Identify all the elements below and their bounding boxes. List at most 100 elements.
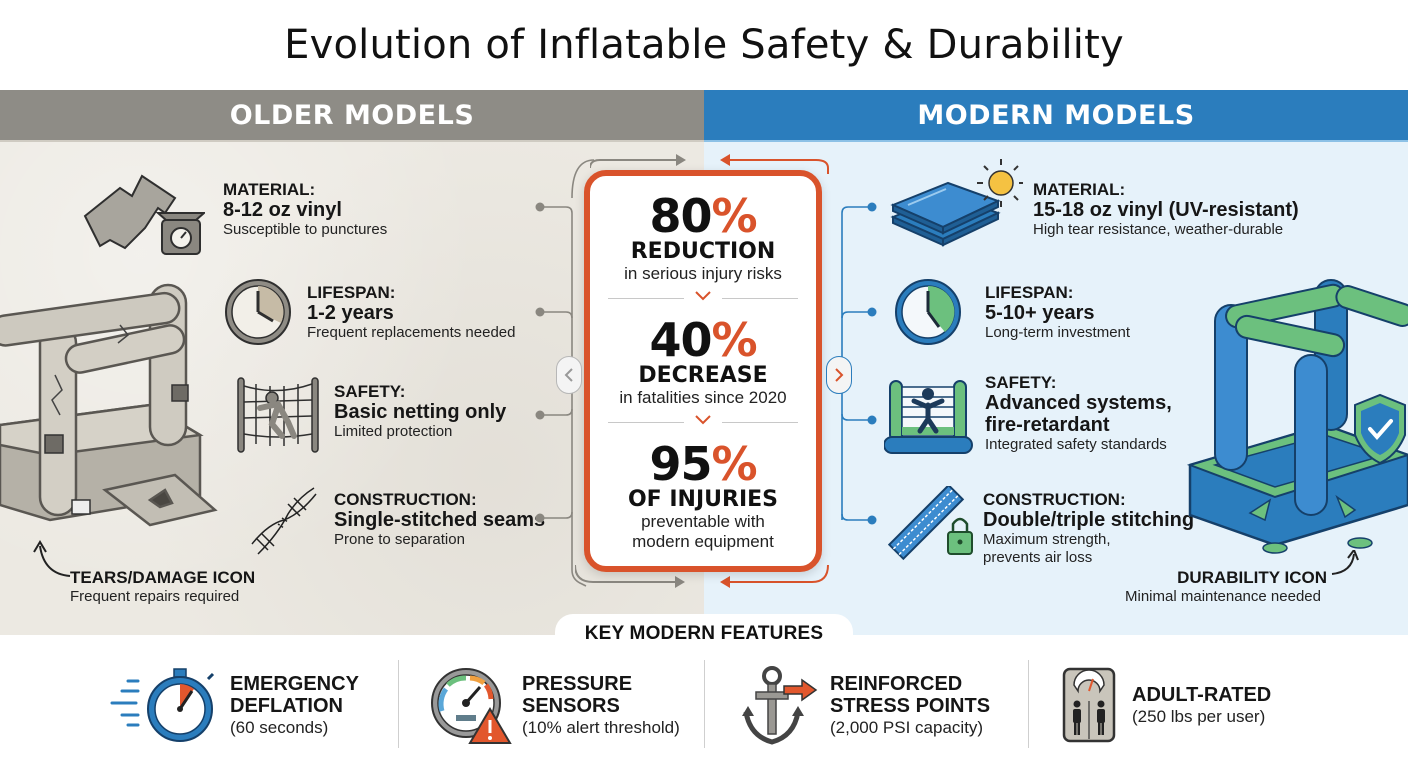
- stat-headline: DECREASE: [638, 363, 768, 388]
- feature-description: Integrated safety standards: [985, 436, 1167, 453]
- key-feature-adult-rated: ADULT-RATED (250 lbs per user): [1062, 660, 1271, 750]
- stat-subtext: in serious injury risks: [624, 264, 782, 283]
- feature-description: Maximum strength,: [983, 531, 1111, 548]
- stat-preventable-injuries: 95% OF INJURIES preventable with modern …: [590, 440, 816, 552]
- key-feature-detail: (10% alert threshold): [522, 717, 680, 737]
- arrow-left-bottom-icon: [720, 565, 829, 588]
- separator: [1028, 660, 1029, 748]
- key-feature-detail: (2,000 PSI capacity): [830, 717, 984, 737]
- statistics-card: 80% REDUCTION in serious injury risks 40…: [584, 170, 822, 572]
- feature-value: 15-18 oz vinyl (UV-resistant): [1033, 199, 1299, 221]
- chevron-right-icon: [835, 368, 844, 382]
- feature-description: Prone to separation: [334, 531, 465, 548]
- older-feature-lifespan: LIFESPAN: 1-2 years Frequent replacement…: [307, 283, 515, 342]
- feature-label: CONSTRUCTION:: [334, 490, 477, 509]
- tears-damage-callout: TEARS/DAMAGE ICON Frequent repairs requi…: [70, 568, 255, 606]
- arrow-right-top-icon: [590, 154, 686, 169]
- feature-value: Advanced systems,: [985, 392, 1172, 414]
- feature-value: 1-2 years: [307, 302, 394, 324]
- feature-label: LIFESPAN:: [985, 283, 1074, 302]
- reinforced-stitch-lock-icon: [888, 486, 973, 561]
- stat-headline: REDUCTION: [630, 239, 776, 264]
- older-feature-construction: CONSTRUCTION: Single-stitched seams Pron…: [334, 490, 545, 549]
- stat-divider: [608, 291, 798, 301]
- key-feature-title: STRESS POINTS: [830, 694, 991, 717]
- key-feature-detail: (250 lbs per user): [1132, 706, 1266, 726]
- stopwatch-icon: [110, 668, 215, 742]
- key-feature-title: EMERGENCY: [230, 672, 359, 695]
- feature-value: Basic netting only: [334, 401, 507, 423]
- feature-label: MATERIAL:: [1033, 180, 1126, 199]
- feature-value: 8-12 oz vinyl: [223, 199, 342, 221]
- chevron-right-button[interactable]: [826, 356, 852, 394]
- old-bounce-house-illustration: [0, 283, 218, 527]
- stat-subtext: in fatalities since 2020: [619, 388, 787, 407]
- stat-headline: OF INJURIES: [627, 487, 779, 512]
- durability-callout: DURABILITY ICON Minimal maintenance need…: [1115, 568, 1331, 606]
- feature-label: SAFETY:: [334, 382, 406, 401]
- arrow-left-top-icon: [720, 154, 829, 174]
- stat-number: 95: [649, 437, 712, 491]
- feature-description: High tear resistance, weather-durable: [1033, 221, 1284, 238]
- weight-scale-icon: [1062, 667, 1116, 743]
- callout-title: TEARS/DAMAGE ICON: [70, 568, 256, 587]
- key-feature-title: SENSORS: [522, 694, 620, 717]
- safety-enclosure-icon: [884, 380, 973, 454]
- page-title: Evolution of Inflatable Safety & Durabil…: [284, 22, 1124, 68]
- stat-unit: %: [711, 437, 757, 491]
- broken-stitch-icon: [251, 487, 317, 555]
- feature-label: LIFESPAN:: [307, 283, 396, 302]
- chevron-down-icon: [695, 291, 711, 301]
- key-feature-title: DEFLATION: [230, 694, 343, 717]
- stat-unit: %: [711, 313, 757, 367]
- pressure-gauge-warning-icon: [431, 668, 512, 744]
- older-feature-safety: SAFETY: Basic netting only Limited prote…: [334, 382, 506, 441]
- key-feature-detail: (60 seconds): [230, 717, 329, 737]
- arrow-right-bottom-icon: [575, 565, 685, 588]
- callout-title: DURABILITY ICON: [1177, 568, 1327, 587]
- feature-value: Double/triple stitching: [983, 509, 1195, 531]
- modern-feature-material: MATERIAL: 15-18 oz vinyl (UV-resistant) …: [1033, 180, 1299, 239]
- chevron-left-button[interactable]: [556, 356, 582, 394]
- modern-feature-construction: CONSTRUCTION: Double/triple stitching Ma…: [983, 490, 1194, 567]
- anchor-icon: [742, 666, 818, 745]
- key-feature-title: PRESSURE: [522, 672, 633, 695]
- key-feature-title: ADULT-RATED: [1132, 683, 1272, 706]
- torn-vinyl-scale-icon: [83, 174, 205, 255]
- stat-divider: [608, 415, 798, 425]
- key-feature-emergency-deflation: EMERGENCY DEFLATION (60 seconds): [108, 660, 359, 750]
- clock-icon: [225, 279, 291, 345]
- feature-label: SAFETY:: [985, 373, 1057, 392]
- key-feature-pressure-sensors: PRESSURE SENSORS (10% alert threshold): [428, 660, 680, 750]
- callout-description: Frequent repairs required: [70, 588, 240, 605]
- feature-label: CONSTRUCTION:: [983, 490, 1126, 509]
- modern-models-header: MODERN MODELS: [704, 90, 1408, 142]
- stat-subtext: preventable with: [641, 512, 765, 531]
- key-feature-title: REINFORCED: [830, 672, 963, 695]
- feature-description: Long-term investment: [985, 324, 1131, 341]
- chevron-left-icon: [564, 368, 573, 382]
- feature-value: fire-retardant: [985, 414, 1110, 436]
- stat-injury-reduction: 80% REDUCTION in serious injury risks: [590, 192, 816, 284]
- feature-description: Frequent replacements needed: [307, 324, 516, 341]
- older-models-header: OLDER MODELS: [0, 90, 704, 142]
- stat-unit: %: [711, 189, 757, 243]
- basic-netting-icon: [237, 377, 319, 453]
- modern-feature-safety: SAFETY: Advanced systems, fire-retardant…: [985, 373, 1172, 454]
- older-feature-material: MATERIAL: 8-12 oz vinyl Susceptible to p…: [223, 180, 387, 239]
- key-feature-reinforced-stress-points: REINFORCED STRESS POINTS (2,000 PSI capa…: [742, 660, 990, 750]
- feature-label: MATERIAL:: [223, 180, 316, 199]
- modern-bounce-house-illustration: [1186, 279, 1408, 554]
- chevron-down-icon: [695, 415, 711, 425]
- stat-subtext: modern equipment: [632, 532, 774, 551]
- stat-number: 40: [649, 313, 712, 367]
- feature-value: 5-10+ years: [985, 302, 1095, 324]
- key-features-title: KEY MODERN FEATURES: [555, 614, 853, 654]
- callout-description: Minimal maintenance needed: [1125, 588, 1321, 605]
- feature-description: prevents air loss: [983, 549, 1093, 566]
- clock-icon: [895, 279, 961, 345]
- modern-feature-lifespan: LIFESPAN: 5-10+ years Long-term investme…: [985, 283, 1130, 342]
- stat-number: 80: [649, 189, 712, 243]
- feature-value: Single-stitched seams: [334, 509, 546, 531]
- feature-description: Limited protection: [334, 423, 453, 440]
